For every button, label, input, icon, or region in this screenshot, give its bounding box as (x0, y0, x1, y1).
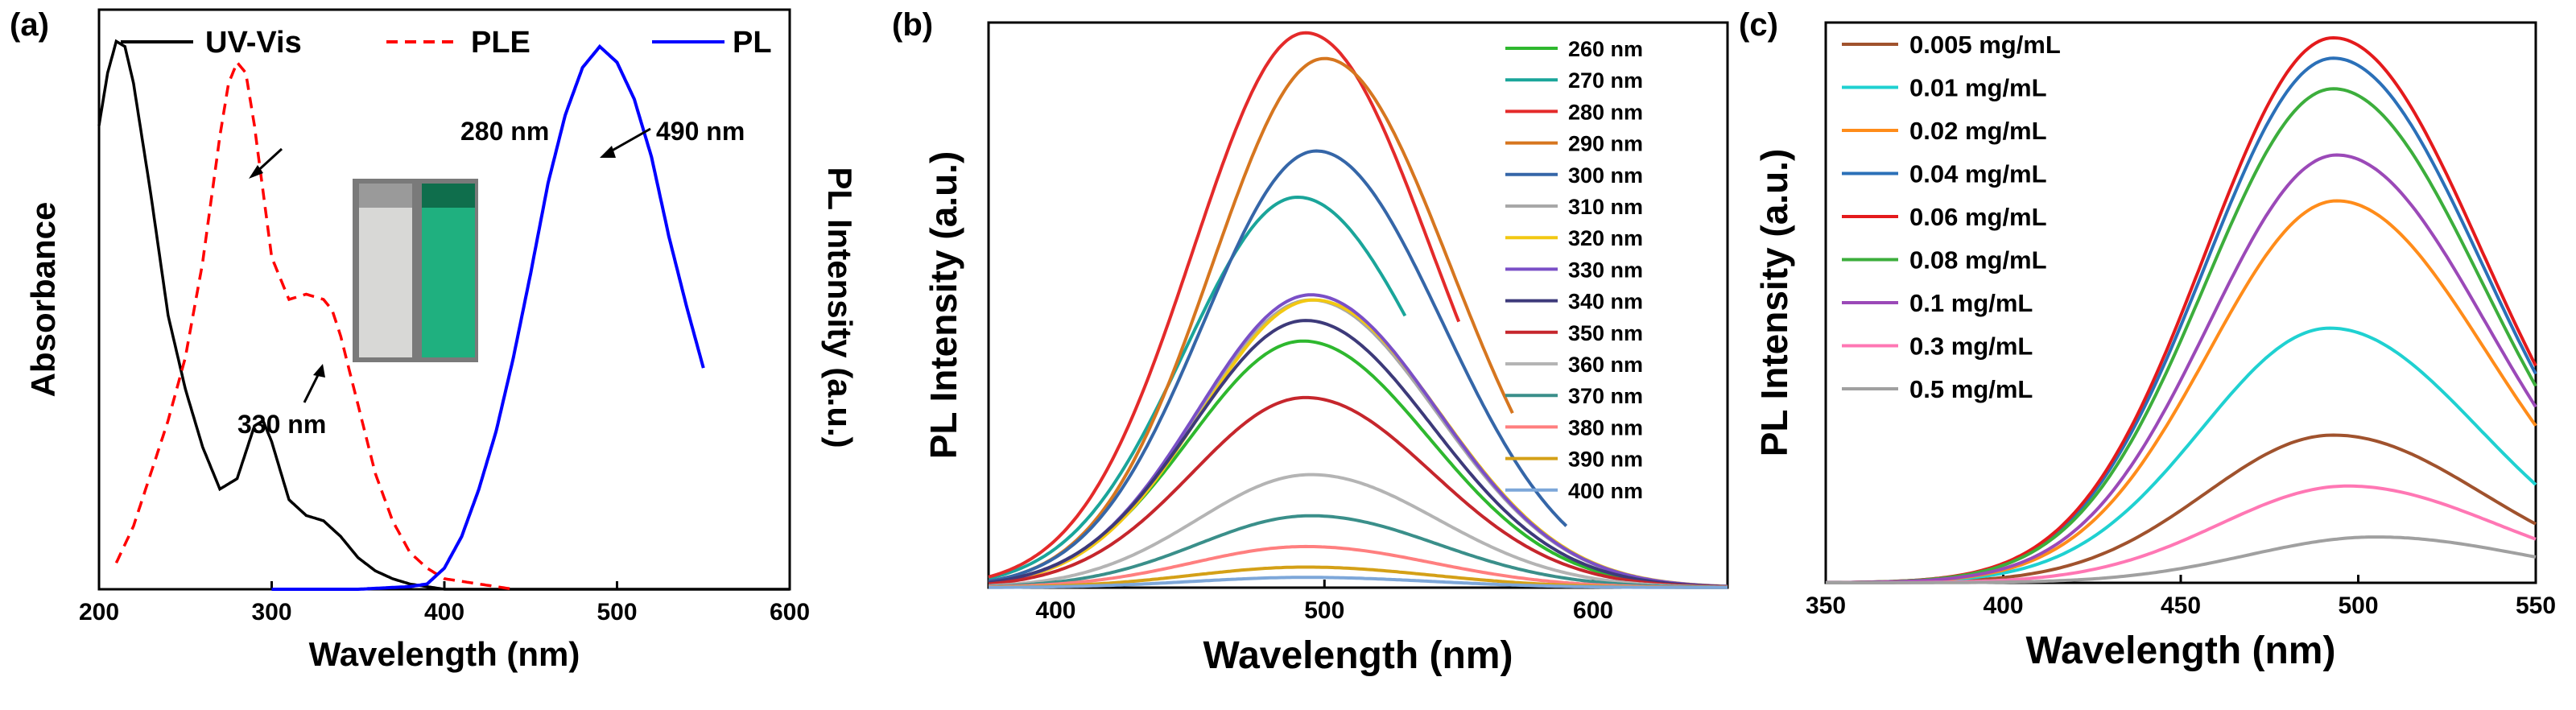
series-340-nm-line (988, 319, 1728, 588)
series-290-nm-line (988, 56, 1514, 584)
panel-c-xlabel: Wavelength (nm) (2026, 630, 2336, 672)
legend-label-0-005-mg-mL: 0.005 mg/mL (1909, 31, 2061, 59)
panel-c-panel-label: (c) (1739, 7, 1778, 43)
annotation-330nm-arrowhead (313, 364, 325, 378)
panel-b-legend: 260 nm 270 nm 280 nm 290 nm 300 nm 310 nm 320 … (1505, 37, 1643, 503)
panel-a-xtick-label: 300 (251, 599, 291, 625)
panel-b-panel-label: (b) (892, 7, 933, 43)
legend-label-350-nm: 350 nm (1568, 321, 1643, 345)
panel-b-xtick-label: 600 (1573, 597, 1613, 624)
series-0-5-mg-mL-line (1826, 535, 2537, 584)
panel-c-xtick-label: 450 (2161, 592, 2201, 619)
legend-label-310-nm: 310 nm (1568, 195, 1643, 219)
panel-b-xtick-label: 500 (1304, 597, 1344, 624)
legend-label-260-nm: 260 nm (1568, 37, 1643, 61)
legend-label-290-nm: 290 nm (1568, 132, 1643, 156)
legend-label-320-nm: 320 nm (1568, 226, 1643, 250)
series-270-nm-line (988, 195, 1407, 580)
annotation-330nm: 330 nm (237, 410, 326, 439)
panel-a-legend: UV-Vis PLE PL (121, 26, 772, 60)
annotation-280nm-arrowhead (249, 165, 263, 179)
legend-label-0-04-mg-mL: 0.04 mg/mL (1909, 160, 2047, 188)
legend-label-370-nm: 370 nm (1568, 384, 1643, 408)
panel-c-ylabel: PL Intensity (a.u.) (1753, 149, 1795, 457)
series-350-nm-line (988, 395, 1728, 589)
panel-c-legend: 0.005 mg/mL 0.01 mg/mL 0.02 mg/mL 0.04 mg/m… (1842, 31, 2061, 403)
annotation-490nm: 490 nm (656, 117, 745, 146)
series-pl-line (271, 43, 705, 591)
legend-label-330-nm: 330 nm (1568, 258, 1643, 282)
legend-label-400-nm: 400 nm (1568, 479, 1643, 503)
series-0-01-mg-mL-line (1826, 326, 2537, 584)
panel-c-xtick-label: 500 (2338, 592, 2378, 619)
panel-b-xtick-label: 400 (1035, 597, 1075, 624)
legend-label-0-3-mg-mL: 0.3 mg/mL (1909, 332, 2033, 361)
series-0-005-mg-mL-line (1826, 433, 2537, 584)
legend-label-ple: PLE (471, 26, 530, 60)
panel-a-xtick-label: 500 (597, 599, 637, 625)
clear-cuvette (359, 184, 412, 357)
panel-c: 350 400 450 500 550 Wavelength (nm) PL Intensi… (1739, 7, 2556, 672)
panel-a-xlabel: Wavelength (nm) (309, 635, 580, 673)
legend-label-380-nm: 380 nm (1568, 415, 1643, 440)
panel-a-xtick-label: 200 (79, 599, 119, 625)
series-ple-line (114, 60, 514, 591)
series-360-nm-line (988, 473, 1728, 589)
legend-label-0-02-mg-mL: 0.02 mg/mL (1909, 117, 2047, 145)
annotation-280nm: 280 nm (460, 117, 549, 146)
panel-a-xtick-label: 600 (770, 599, 810, 625)
panel-c-xtick-label: 350 (1806, 592, 1846, 619)
legend-label-0-5-mg-mL: 0.5 mg/mL (1909, 375, 2033, 403)
series-uv-vis-line (97, 39, 790, 591)
legend-label-300-nm: 300 nm (1568, 163, 1643, 188)
series-0-1-mg-mL-line (1826, 153, 2537, 584)
panel-a-ylabel-right: PL Intensity (a.u.) (821, 167, 859, 448)
legend-label-uv-vis: UV-Vis (205, 26, 302, 60)
panel-a-ylabel: Absorbance (24, 202, 62, 398)
legend-label-pl: PL (733, 26, 772, 60)
series-280-nm-line (988, 31, 1461, 579)
panel-b-xlabel: Wavelength (nm) (1203, 634, 1513, 677)
panel-b-ylabel: PL Intensity (a.u.) (923, 151, 964, 460)
panel-a-xtick-label: 400 (424, 599, 464, 625)
series-300-nm-line (988, 149, 1568, 583)
annotation-490nm-arrow (607, 127, 651, 155)
panel-a-panel-label: (a) (10, 7, 49, 43)
legend-label-270-nm: 270 nm (1568, 68, 1643, 93)
green-cuvette (422, 184, 475, 357)
legend-label-390-nm: 390 nm (1568, 448, 1643, 472)
series-400-nm-line (988, 576, 1728, 589)
panel-a: 200 300 400 500 600 Wavelength (nm) Absorbance… (10, 7, 859, 673)
panel-c-xtick-label: 400 (1983, 592, 2023, 619)
cuvette-photo-inset (353, 179, 478, 362)
clear-cuvette-cap (359, 184, 412, 208)
panel-c-xtick-label: 550 (2516, 592, 2556, 619)
legend-label-280-nm: 280 nm (1568, 100, 1643, 124)
legend-label-0-01-mg-mL: 0.01 mg/mL (1909, 74, 2047, 102)
panel-b-frame (987, 21, 1729, 589)
panel-b: 400 500 600 Wavelength (nm) PL Intensity (a.… (892, 7, 1729, 677)
legend-label-0-06-mg-mL: 0.06 mg/mL (1909, 203, 2047, 231)
legend-label-340-nm: 340 nm (1568, 290, 1643, 314)
legend-label-360-nm: 360 nm (1568, 353, 1643, 377)
annotation-490nm-arrowhead (600, 146, 616, 158)
legend-label-0-08-mg-mL: 0.08 mg/mL (1909, 246, 2047, 275)
green-cuvette-cap (422, 184, 475, 208)
legend-label-0-1-mg-mL: 0.1 mg/mL (1909, 289, 2033, 317)
series-370-nm-line (988, 514, 1728, 589)
